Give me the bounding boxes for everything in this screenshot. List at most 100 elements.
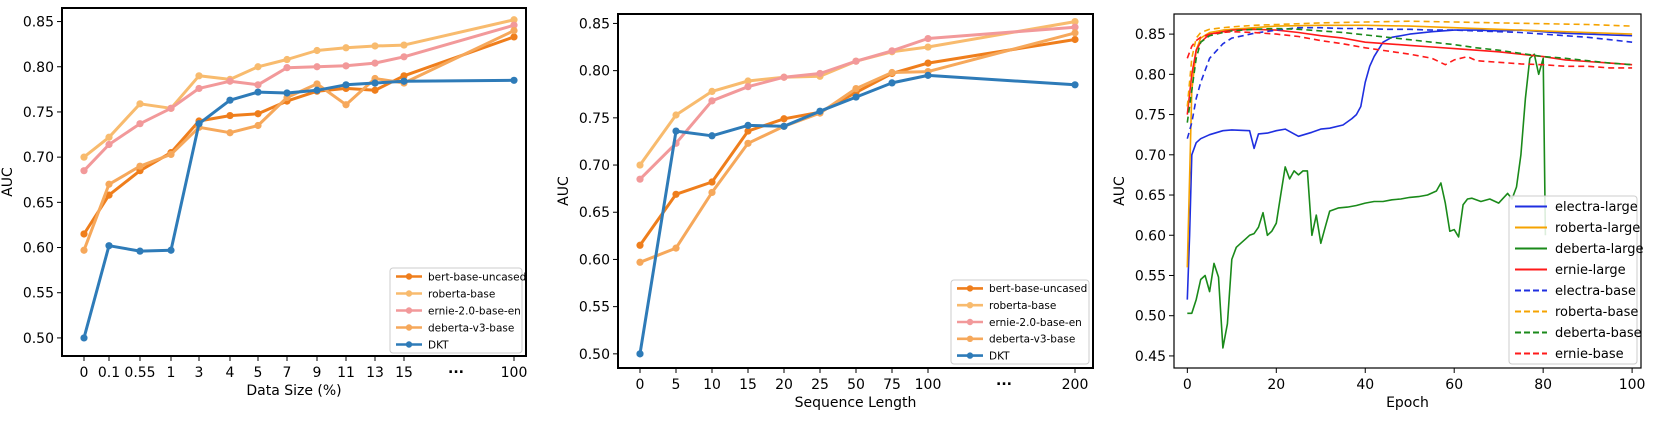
x-tick-label: ... xyxy=(448,361,464,377)
legend-marker xyxy=(966,302,974,309)
y-tick-label: 0.70 xyxy=(579,158,610,174)
series-line-electra-base xyxy=(1186,26,1633,139)
data-point xyxy=(371,42,379,50)
legend-label: ernie-2.0-base-en xyxy=(428,305,521,317)
legend: bert-base-uncased roberta-base ernie-2.0-b… xyxy=(950,279,1090,365)
x-tick-label: ... xyxy=(996,373,1012,389)
x-tick-label: 7 xyxy=(283,365,292,381)
data-point xyxy=(105,140,113,149)
series-group xyxy=(1186,20,1633,349)
plot-frame xyxy=(1173,13,1642,369)
data-point xyxy=(283,55,291,64)
x-tick-label: 5 xyxy=(672,377,681,393)
data-point xyxy=(167,246,175,254)
y-tick-label: 0.60 xyxy=(23,241,54,257)
legend-marker xyxy=(405,324,413,331)
data-point xyxy=(1071,17,1079,26)
data-point xyxy=(744,127,752,135)
series-line-DKT xyxy=(638,73,1076,355)
legend-label: deberta-v3-base xyxy=(989,334,1075,346)
data-point xyxy=(672,111,680,119)
data-point xyxy=(636,161,644,169)
y-tick-label: 0.85 xyxy=(579,16,610,32)
data-point xyxy=(1071,35,1079,44)
x-tick-label: 0.1 xyxy=(98,365,120,381)
data-point xyxy=(195,120,203,128)
data-point xyxy=(672,190,680,198)
legend-label: roberta-base xyxy=(1555,305,1638,320)
y-axis-label: AUC xyxy=(556,176,572,206)
data-point xyxy=(254,81,262,89)
data-point xyxy=(816,69,824,78)
x-tick-label: 0 xyxy=(80,365,89,381)
y-tick-label: 0.75 xyxy=(579,111,610,127)
data-point xyxy=(1071,23,1079,31)
x-tick-label: 40 xyxy=(1356,377,1374,393)
legend-box xyxy=(950,279,1090,365)
data-point xyxy=(510,76,518,84)
legend-label: roberta-base xyxy=(989,300,1056,312)
legend-marker xyxy=(405,307,413,314)
x-tick-label: 80 xyxy=(1534,377,1552,393)
series-line-roberta-large xyxy=(1186,24,1633,268)
legend-marker xyxy=(966,285,974,292)
data-point xyxy=(80,167,88,175)
y-tick-label: 0.70 xyxy=(23,150,54,166)
x-tick-label: 9 xyxy=(313,365,322,381)
data-point xyxy=(636,258,644,266)
y-axis-label: AUC xyxy=(0,167,16,197)
legend-marker xyxy=(405,290,413,297)
data-point xyxy=(1071,81,1079,89)
data-point xyxy=(105,133,113,141)
y-tick-label: 0.65 xyxy=(23,195,54,211)
data-point xyxy=(708,87,716,96)
legend-box xyxy=(389,267,523,354)
x-tick-label: 200 xyxy=(1062,377,1089,393)
data-point xyxy=(672,244,680,252)
legend-box xyxy=(1508,195,1638,365)
data-point xyxy=(80,334,88,342)
y-axis-label: AUC xyxy=(1112,176,1128,206)
data-point xyxy=(924,43,932,51)
y-tick-label: 0.55 xyxy=(579,300,610,316)
data-point xyxy=(371,86,379,94)
series-line-bert-base-uncased xyxy=(638,38,1076,247)
legend: bert-base-uncased roberta-base ernie-2.0-b… xyxy=(389,267,526,354)
data-point xyxy=(400,53,408,61)
data-point xyxy=(313,86,321,94)
data-point xyxy=(342,44,350,52)
data-point xyxy=(254,121,262,130)
data-point xyxy=(780,73,788,81)
data-point xyxy=(924,34,932,43)
x-tick-label: 50 xyxy=(847,377,865,393)
legend-label: roberta-base xyxy=(428,288,495,300)
legend-label: ernie-2.0-base-en xyxy=(989,317,1082,329)
data-point xyxy=(342,62,350,70)
x-tick-label: 1 xyxy=(167,365,176,381)
chart-panel-2: 0.50 0.55 0.60 0.65 0.70 0.75 0.80 0.85 0 5 10 15 20… xyxy=(556,13,1094,411)
series-group xyxy=(636,17,1079,358)
legend-label: ernie-large xyxy=(1555,263,1626,278)
data-point xyxy=(167,104,175,112)
x-tick-label: 3 xyxy=(195,365,204,381)
x-tick-label: 20 xyxy=(1267,377,1285,393)
series-line-deberta-base xyxy=(1186,27,1633,123)
x-tick-label: 15 xyxy=(395,365,413,381)
data-point xyxy=(636,350,644,358)
data-point xyxy=(136,120,144,128)
x-tick-label: 75 xyxy=(883,377,901,393)
data-point xyxy=(226,111,234,120)
data-point xyxy=(744,83,752,91)
data-point xyxy=(744,77,752,85)
legend-label: electra-large xyxy=(1555,200,1638,215)
legend: electra-large roberta-large deberta-large e… xyxy=(1508,195,1644,365)
data-point xyxy=(400,77,408,85)
data-point xyxy=(342,101,350,109)
data-point xyxy=(254,88,262,96)
data-point xyxy=(195,72,203,80)
y-tick-label: 0.65 xyxy=(579,205,610,221)
data-point xyxy=(254,110,262,118)
data-point xyxy=(313,46,321,55)
legend-label: deberta-base xyxy=(1555,326,1642,341)
plot-frame xyxy=(61,7,527,357)
